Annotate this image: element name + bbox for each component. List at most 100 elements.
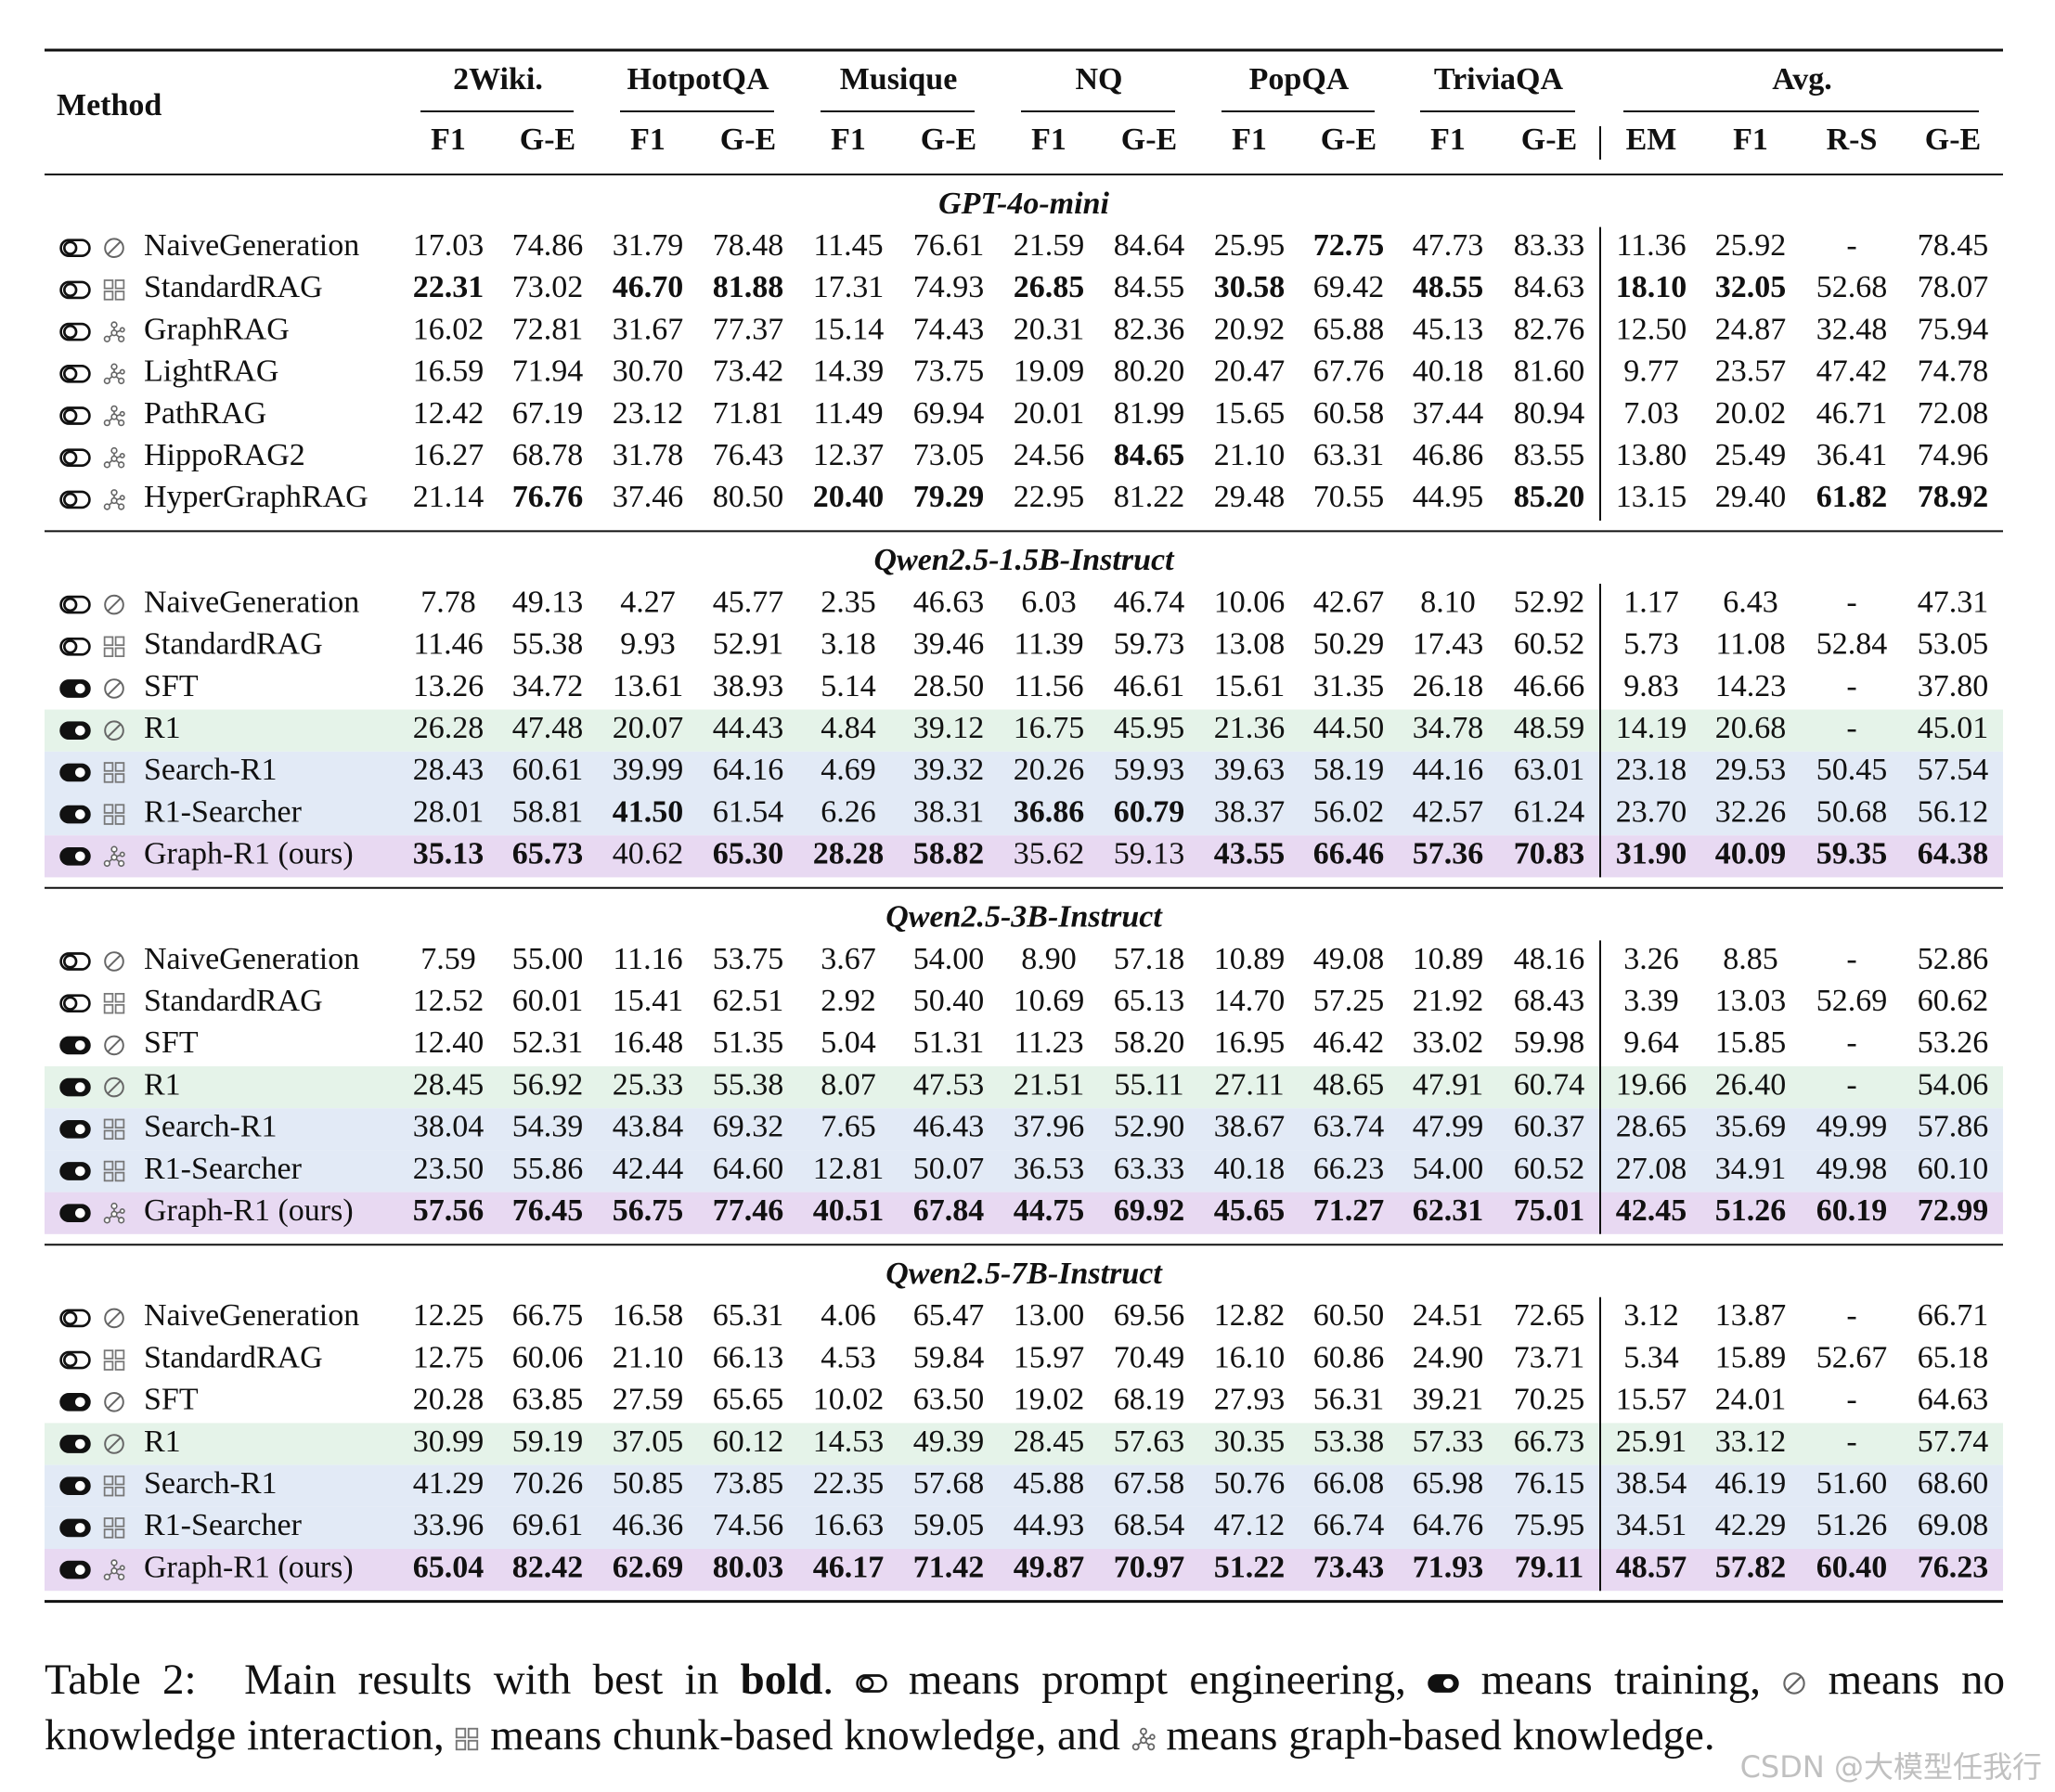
cell: 73.75 bbox=[913, 355, 985, 389]
cell: 29.40 bbox=[1715, 480, 1787, 514]
cell: 60.12 bbox=[713, 1425, 784, 1459]
cell: 78.92 bbox=[1918, 480, 1989, 514]
cell: 66.71 bbox=[1918, 1298, 1989, 1333]
cell: 46.42 bbox=[1313, 1025, 1385, 1060]
cell: 60.40 bbox=[1816, 1550, 1888, 1584]
cell: 24.56 bbox=[1014, 438, 1085, 472]
section-title: Qwen2.5-3B-Instruct bbox=[885, 900, 1163, 935]
caption-text: bold bbox=[740, 1656, 823, 1704]
cell: 5.34 bbox=[1623, 1340, 1679, 1374]
cell: 52.67 bbox=[1816, 1340, 1888, 1374]
cell: 9.83 bbox=[1623, 669, 1679, 703]
cell: 21.10 bbox=[613, 1340, 684, 1374]
cell: 46.19 bbox=[1715, 1466, 1787, 1501]
cell: 30.70 bbox=[613, 355, 684, 389]
cell: 65.73 bbox=[512, 837, 584, 871]
cell: 50.07 bbox=[913, 1152, 985, 1186]
cell: - bbox=[1846, 669, 1856, 703]
cell: 64.63 bbox=[1918, 1383, 1989, 1417]
section-title: Qwen2.5-7B-Instruct bbox=[885, 1257, 1163, 1291]
knowledge-icon bbox=[104, 1391, 124, 1412]
cell: 59.84 bbox=[913, 1340, 985, 1374]
header-method: Method bbox=[57, 88, 162, 122]
cell: 55.38 bbox=[512, 627, 584, 662]
cell: - bbox=[1846, 1067, 1856, 1102]
cell: 68.54 bbox=[1114, 1508, 1185, 1542]
cell: 70.26 bbox=[512, 1466, 584, 1501]
column-header: G-E bbox=[1925, 122, 1981, 157]
cell: 50.85 bbox=[613, 1466, 684, 1501]
cell: 58.81 bbox=[512, 794, 584, 829]
cell: 31.90 bbox=[1616, 837, 1687, 871]
cell: 25.92 bbox=[1715, 228, 1787, 263]
cell: 4.53 bbox=[821, 1340, 876, 1374]
row-highlight bbox=[45, 709, 2003, 752]
cell: 11.36 bbox=[1616, 228, 1686, 263]
cell: 55.00 bbox=[512, 942, 584, 976]
knowledge-icon bbox=[103, 279, 125, 301]
section-title: GPT-4o-mini bbox=[938, 187, 1109, 221]
cell: 29.48 bbox=[1214, 480, 1286, 514]
cell: 68.19 bbox=[1114, 1383, 1185, 1417]
cell: 29.53 bbox=[1715, 753, 1787, 787]
cell: 62.31 bbox=[1413, 1193, 1484, 1228]
method-name: NaiveGeneration bbox=[144, 228, 359, 263]
cell: 49.98 bbox=[1816, 1152, 1888, 1186]
cell: 46.43 bbox=[913, 1110, 985, 1144]
cell: 15.14 bbox=[813, 312, 885, 346]
cell: 37.44 bbox=[1413, 396, 1484, 431]
cell: 72.99 bbox=[1918, 1193, 1989, 1228]
caption-text: means chunk-based knowledge, and bbox=[479, 1711, 1131, 1760]
method-name: SFT bbox=[144, 1383, 199, 1417]
cell: 16.58 bbox=[613, 1298, 684, 1333]
cell: 48.16 bbox=[1514, 942, 1585, 976]
cell: 74.96 bbox=[1918, 438, 1989, 472]
cell: 81.22 bbox=[1114, 480, 1185, 514]
cell: 20.47 bbox=[1214, 355, 1286, 389]
cell: 50.40 bbox=[913, 984, 985, 1018]
cell: 72.08 bbox=[1918, 396, 1989, 431]
column-header: G-E bbox=[520, 122, 575, 157]
cell: 42.67 bbox=[1313, 585, 1385, 619]
mode-icon bbox=[59, 994, 91, 1013]
cell: 65.98 bbox=[1413, 1466, 1484, 1501]
group-header: PopQA bbox=[1249, 62, 1350, 97]
method-name: Search-R1 bbox=[144, 1466, 278, 1501]
cell: 58.20 bbox=[1114, 1025, 1185, 1060]
cell: 83.33 bbox=[1514, 228, 1585, 263]
method-name: R1-Searcher bbox=[144, 794, 303, 829]
cell: 66.46 bbox=[1313, 837, 1385, 871]
cell: 12.52 bbox=[413, 984, 485, 1018]
column-header: G-E bbox=[1521, 122, 1577, 157]
cell: 12.82 bbox=[1214, 1298, 1286, 1333]
cell: 41.50 bbox=[613, 794, 684, 829]
cell: 36.86 bbox=[1014, 794, 1085, 829]
cell: 10.89 bbox=[1214, 942, 1286, 976]
method-name: NaiveGeneration bbox=[144, 942, 359, 976]
cell: 82.36 bbox=[1114, 312, 1185, 346]
knowledge-icon bbox=[103, 405, 125, 427]
cell: 8.07 bbox=[821, 1067, 876, 1102]
method-name: SFT bbox=[144, 669, 199, 703]
cell: 60.52 bbox=[1514, 627, 1585, 662]
cell: 45.95 bbox=[1114, 711, 1185, 745]
cell: 24.90 bbox=[1413, 1340, 1484, 1374]
group-header: HotpotQA bbox=[627, 62, 769, 97]
column-header: F1 bbox=[1031, 122, 1066, 157]
caption-icon bbox=[855, 1674, 887, 1694]
cell: 44.16 bbox=[1413, 753, 1484, 787]
cell: - bbox=[1846, 1425, 1856, 1459]
knowledge-icon bbox=[104, 951, 124, 972]
cell: 52.68 bbox=[1816, 270, 1888, 304]
cell: 4.84 bbox=[821, 711, 876, 745]
cell: 5.04 bbox=[821, 1025, 876, 1060]
caption-icon bbox=[1131, 1727, 1156, 1751]
cell: 20.40 bbox=[813, 480, 885, 514]
knowledge-icon bbox=[104, 1035, 124, 1056]
mode-icon bbox=[59, 406, 91, 425]
cell: 28.28 bbox=[813, 837, 885, 871]
cell: 56.02 bbox=[1313, 794, 1385, 829]
mode-icon bbox=[59, 952, 91, 971]
cell: 60.61 bbox=[512, 753, 584, 787]
cell: 21.59 bbox=[1014, 228, 1085, 263]
